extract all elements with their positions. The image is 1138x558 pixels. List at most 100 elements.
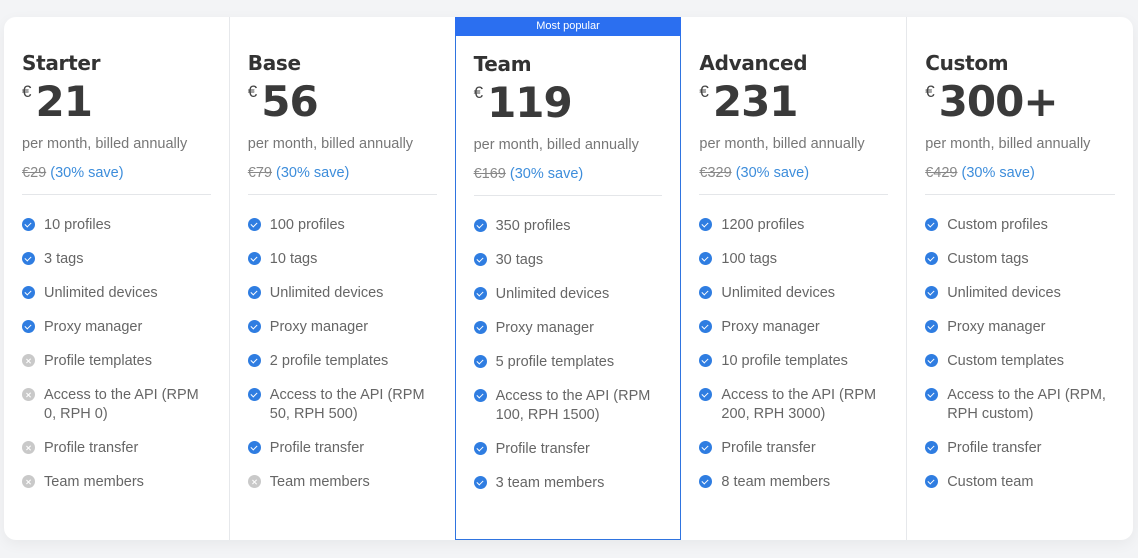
feature-text: Access to the API (RPM, RPH custom) [947,387,1106,422]
price-amount: 56 [261,77,318,126]
feature-item: Access to the API (RPM 50, RPH 500) [247,386,437,424]
plan-card-starter[interactable]: Starter €21 per month, billed annually €… [4,17,230,540]
old-price: €169 [473,166,506,182]
feature-item: Proxy manager [925,318,1115,337]
plan-card-custom[interactable]: Custom €300+ per month, billed annually … [907,17,1133,540]
feature-item: Team members [247,473,437,492]
currency-symbol: € [699,82,709,101]
price-amount: 119 [487,78,573,127]
feature-text: 8 team members [721,474,831,490]
old-price-row: €169 (30% save) [474,166,663,182]
feature-item: 5 profile templates [473,353,663,372]
divider [925,194,1115,195]
feature-item: Access to the API (RPM, RPH custom) [925,386,1115,424]
currency-symbol: € [925,82,935,101]
feature-item: Profile templates [22,352,211,371]
save-label: (30% save) [509,166,584,182]
plan-card-base[interactable]: Base €56 per month, billed annually €79 … [230,17,456,540]
feature-text: Unlimited devices [44,285,158,301]
check-circle-icon [473,287,487,300]
feature-text: Proxy manager [721,319,820,335]
plan-name: Advanced [699,51,808,75]
plan-price: €300+ [925,79,1115,127]
feature-text: 10 profile templates [721,353,848,369]
divider [473,195,663,196]
feature-item: Unlimited devices [925,284,1115,303]
feature-item: Unlimited devices [247,284,437,303]
feature-text: 100 profiles [269,217,345,233]
feature-item: 10 profiles [22,216,211,235]
check-circle-icon [699,252,713,265]
feature-item: 3 team members [473,474,663,493]
check-circle-icon [247,354,261,367]
save-label: (30% save) [50,165,124,181]
check-circle-icon [699,286,713,299]
check-circle-icon [925,441,939,454]
feature-item: Proxy manager [699,318,888,337]
feature-text: Profile transfer [495,441,590,457]
feature-item: Access to the API (RPM 100, RPH 1500) [473,387,663,425]
save-label: (30% save) [961,165,1035,181]
check-circle-icon [22,252,35,265]
check-circle-icon [925,475,939,488]
feature-text: 5 profile templates [495,354,615,370]
check-circle-icon [925,354,939,367]
feature-text: Profile transfer [269,440,365,456]
feature-text: Proxy manager [495,320,594,336]
feature-text: Access to the API (RPM 200, RPH 3000) [721,387,877,422]
old-price-row: €79 (30% save) [248,165,437,181]
check-circle-icon [699,320,713,333]
check-circle-icon [473,476,487,489]
x-circle-icon [247,475,261,488]
feature-text: Profile transfer [721,440,816,456]
check-circle-icon [22,320,35,333]
plan-card-advanced[interactable]: Advanced €231 per month, billed annually… [681,17,908,540]
feature-item: 8 team members [699,473,888,492]
feature-text: 2 profile templates [269,353,389,369]
feature-item: Proxy manager [473,319,663,338]
billing-period: per month, billed annually [473,137,639,153]
save-label: (30% save) [276,165,350,181]
plan-name: Starter [22,51,101,75]
check-circle-icon [473,219,487,232]
check-circle-icon [925,320,939,333]
feature-text: Profile transfer [947,440,1042,456]
old-price-row: €29 (30% save) [22,165,211,181]
feature-item: 100 profiles [247,216,437,235]
feature-item: Profile transfer [925,439,1115,458]
feature-text: 30 tags [495,252,544,268]
feature-text: Unlimited devices [495,286,610,302]
divider [699,194,889,195]
feature-item: 10 profile templates [699,352,888,371]
feature-text: Custom tags [947,251,1029,267]
price-amount: 300+ [938,77,1059,126]
plan-card-team[interactable]: Most popular Team €119 per month, billed … [454,17,682,540]
x-circle-icon [22,354,35,367]
feature-item: Custom templates [925,352,1115,371]
feature-item: Proxy manager [22,318,211,337]
currency-symbol: € [473,83,484,102]
billing-period: per month, billed annually [22,136,188,152]
feature-text: Profile transfer [44,440,139,456]
feature-item: Proxy manager [247,318,437,337]
check-circle-icon [473,355,487,368]
feature-text: Team members [44,474,144,490]
check-circle-icon [699,388,713,401]
feature-text: Access to the API (RPM 0, RPH 0) [44,387,199,422]
feature-text: Proxy manager [44,319,143,335]
feature-item: 350 profiles [473,217,663,236]
feature-item: Unlimited devices [473,285,663,304]
check-circle-icon [473,321,487,334]
feature-item: Profile transfer [247,439,437,458]
feature-text: 350 profiles [495,218,571,234]
old-price: €79 [247,165,272,181]
feature-text: Unlimited devices [269,285,384,301]
plan-name: Team [473,52,532,76]
check-circle-icon [22,218,35,231]
plan-name: Custom [925,51,1009,75]
save-label: (30% save) [735,165,810,181]
feature-text: Custom templates [947,353,1065,369]
billing-period: per month, billed annually [247,136,414,152]
check-circle-icon [473,253,487,266]
old-price: €329 [699,165,732,181]
